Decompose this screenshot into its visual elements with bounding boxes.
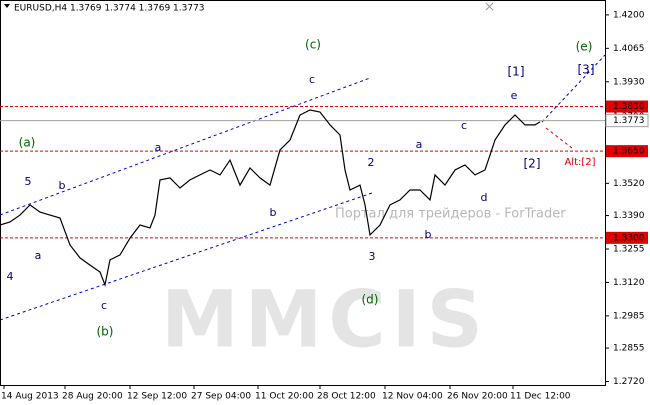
level-box <box>606 145 648 158</box>
watermark: MMCIS <box>161 275 489 365</box>
x-tick-label: 28 Oct 12:00 <box>317 392 376 402</box>
wave-label: b <box>270 206 277 219</box>
wave-label: b <box>59 179 66 192</box>
wave-label: 4 <box>7 270 14 283</box>
wave-label: (c) <box>305 38 321 52</box>
alt-projection-line <box>545 127 573 149</box>
wave-label: 3 <box>369 250 376 263</box>
wave-label: c <box>101 299 107 312</box>
y-tick-label: 1.2855 <box>613 344 645 354</box>
close-icon[interactable] <box>485 2 494 11</box>
wave-label: a <box>35 249 42 262</box>
wave-label: e <box>511 89 518 102</box>
current-price-label: 1.3773 <box>613 116 645 126</box>
x-tick-label: 14 Aug 2013 <box>1 392 59 402</box>
wave-label: 5 <box>25 175 32 188</box>
chart-title: EURUSD,H4 1.3769 1.3774 1.3769 1.3773 <box>14 4 205 14</box>
x-tick-label: 12 Sep 12:00 <box>127 392 187 402</box>
y-tick-label: 1.2720 <box>613 377 645 387</box>
y-tick-label: 1.4065 <box>613 44 645 54</box>
wave-label: [2] <box>524 157 541 171</box>
menu-icon[interactable] <box>4 4 10 8</box>
wave-label: (a) <box>19 136 36 150</box>
wave-label: (b) <box>97 325 114 339</box>
wave-label: (e) <box>576 40 593 54</box>
channel-line <box>0 77 371 216</box>
wave-label: a <box>155 141 162 154</box>
x-tick-label: 26 Nov 20:00 <box>447 392 508 402</box>
y-tick-label: 1.3930 <box>613 77 645 87</box>
x-tick-label: 11 Dec 12:00 <box>510 392 571 402</box>
x-tick-label: 12 Nov 04:00 <box>382 392 443 402</box>
wave-label: (d) <box>362 293 379 307</box>
level-label: 1.3650 <box>613 147 645 157</box>
y-tick-label: 1.3390 <box>613 211 645 221</box>
level-label: 1.3830 <box>613 102 645 112</box>
level-box <box>606 231 648 244</box>
level-label: 1.3300 <box>613 233 645 243</box>
wave-label: Alt:[2] <box>564 157 595 168</box>
watermark-subtitle: Портал для трейдеров - ForTrader <box>335 207 566 222</box>
wave-label: c <box>461 119 467 132</box>
current-price-box <box>605 114 649 128</box>
y-tick-label: 1.3120 <box>613 278 645 288</box>
wave-label: a <box>416 138 423 151</box>
price-line <box>0 109 541 288</box>
wave-label: d <box>481 191 488 204</box>
wave-label: b <box>425 228 432 241</box>
y-tick-label: 1.4200 <box>613 10 645 20</box>
x-tick-label: 11 Oct 20:00 <box>255 392 314 402</box>
wave-label: [1] <box>508 65 525 79</box>
y-tick-label: 1.3520 <box>613 179 645 189</box>
plot-frame <box>0 0 606 386</box>
x-tick-label: 27 Sep 04:00 <box>191 392 251 402</box>
level-box <box>606 100 648 113</box>
y-tick-label: 1.2985 <box>613 311 645 321</box>
projection-line <box>541 54 606 123</box>
x-tick-label: 28 Aug 20:00 <box>62 392 123 402</box>
y-tick-label: 1.3255 <box>613 244 645 254</box>
wave-label: c <box>309 73 315 86</box>
wave-label: 2 <box>368 156 375 169</box>
wave-label: [3] <box>578 63 595 77</box>
